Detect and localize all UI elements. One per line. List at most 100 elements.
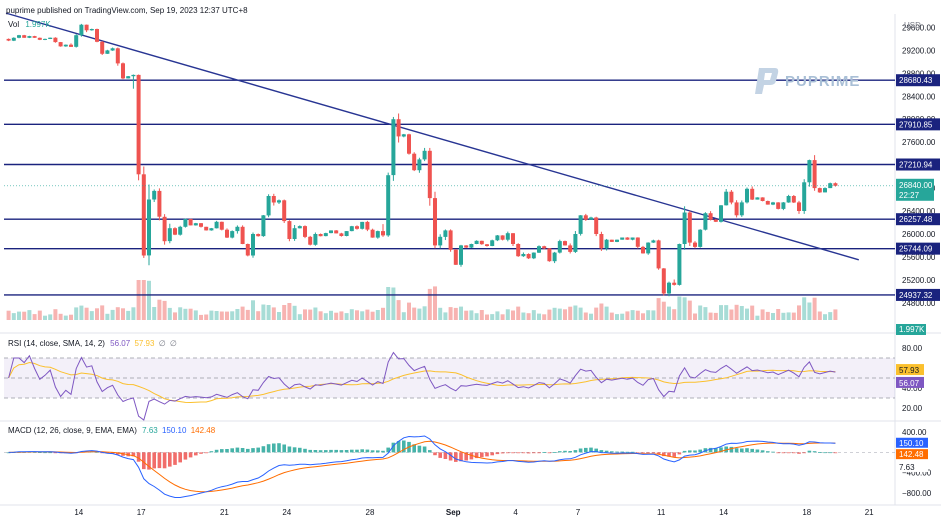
volume-legend: Vol 1.997K bbox=[8, 20, 51, 29]
volume-bar bbox=[121, 308, 125, 320]
candle-body bbox=[261, 215, 266, 237]
candle-body bbox=[599, 234, 604, 249]
volume-bar bbox=[22, 311, 27, 320]
time-tick-label: 17 bbox=[137, 508, 146, 517]
volume-bar bbox=[589, 313, 593, 320]
macd-histogram-bar bbox=[474, 452, 479, 459]
candle-body bbox=[776, 202, 781, 209]
macd-histogram-bar bbox=[433, 452, 437, 456]
candle-body bbox=[479, 240, 484, 245]
candle-body bbox=[531, 252, 536, 259]
candle-body bbox=[547, 248, 552, 262]
macd-histogram-bar bbox=[620, 451, 624, 453]
volume-bar bbox=[739, 306, 744, 320]
macd-histogram-bar bbox=[584, 447, 588, 453]
volume-bar bbox=[724, 305, 729, 320]
macd-histogram-bar bbox=[698, 449, 702, 453]
volume-bar bbox=[173, 312, 177, 320]
rsi-tick-label: 20.00 bbox=[902, 404, 923, 413]
macd-histogram-bar bbox=[542, 452, 546, 453]
price-tick-label: 25200.00 bbox=[902, 276, 936, 285]
level-price-label: 27210.94 bbox=[899, 161, 933, 170]
candle-body bbox=[682, 212, 687, 244]
volume-bar bbox=[698, 305, 703, 320]
volume-bar bbox=[334, 312, 339, 320]
time-tick-label: 14 bbox=[719, 508, 728, 517]
candle-body bbox=[391, 119, 396, 176]
time-tick-label: 14 bbox=[74, 508, 83, 517]
volume-bar bbox=[147, 280, 151, 320]
candle-body bbox=[386, 175, 391, 236]
macd-histogram-bar bbox=[162, 452, 167, 469]
volume-bar bbox=[375, 310, 380, 320]
candle-body bbox=[651, 240, 656, 243]
volume-bar bbox=[495, 311, 500, 320]
candle-body bbox=[147, 199, 151, 256]
macd-histogram-bar bbox=[428, 450, 432, 453]
volume-bar bbox=[297, 314, 302, 320]
macd-histogram-bar bbox=[651, 452, 656, 454]
macd-histogram-bar bbox=[506, 452, 510, 454]
candle-body bbox=[771, 202, 775, 205]
volume-bar bbox=[807, 302, 812, 320]
volume-bar bbox=[53, 309, 58, 320]
volume-bar bbox=[162, 300, 167, 320]
macd-value-tag bbox=[896, 449, 928, 460]
candle-body bbox=[511, 233, 515, 244]
volume-legend-title: Vol bbox=[8, 20, 20, 29]
volume-bar bbox=[401, 312, 406, 320]
candle-body bbox=[745, 188, 749, 203]
candle-body bbox=[563, 241, 567, 246]
candle-body bbox=[214, 221, 219, 229]
volume-bar bbox=[568, 306, 573, 320]
level-price-label: 25744.09 bbox=[899, 245, 933, 254]
rsi-legend-value: 56.07 bbox=[110, 339, 131, 348]
volume-bar bbox=[578, 307, 583, 320]
volume-bar bbox=[407, 302, 411, 320]
macd-value-label: 7.63 bbox=[899, 463, 915, 472]
candle-body bbox=[22, 35, 27, 38]
macd-histogram-bar bbox=[610, 451, 614, 453]
volume-bar bbox=[542, 314, 547, 320]
candle-body bbox=[178, 226, 183, 235]
candle-body bbox=[100, 41, 105, 54]
volume-bar bbox=[443, 312, 448, 320]
candle-body bbox=[188, 218, 193, 226]
macd-histogram-bar bbox=[693, 450, 697, 453]
candle-body bbox=[791, 196, 796, 203]
macd-histogram-bar bbox=[766, 451, 770, 453]
candle-body bbox=[833, 183, 838, 186]
candle-body bbox=[703, 213, 708, 230]
volume-bar bbox=[141, 280, 146, 320]
level-lines: 28680.43 27910.85 27210.94 26257.48 25744.09… bbox=[4, 74, 940, 301]
candle-body bbox=[667, 282, 671, 294]
macd-histogram-bar bbox=[755, 449, 760, 453]
volume-value-label: 1.997K bbox=[899, 325, 925, 334]
volume-bar bbox=[230, 311, 235, 320]
candle-body bbox=[672, 282, 677, 285]
candle-body bbox=[271, 196, 276, 203]
volume-bar bbox=[303, 309, 307, 320]
volume-bar bbox=[433, 286, 437, 320]
volume-value-tag bbox=[896, 324, 926, 335]
volume-bar bbox=[152, 307, 157, 320]
macd-histogram-bar bbox=[500, 452, 505, 454]
macd-histogram-bar bbox=[511, 452, 515, 454]
candle-body bbox=[121, 63, 125, 79]
countdown-label: 22:27 bbox=[899, 191, 920, 200]
volume-bar bbox=[6, 310, 11, 320]
macd-hist-legend-value: 7.63 bbox=[142, 426, 158, 435]
price-tick-label: 26000.00 bbox=[902, 230, 936, 239]
price-tick-label: 29200.00 bbox=[902, 46, 936, 55]
volume-legend-value: 1.997K bbox=[25, 20, 51, 29]
candle-body bbox=[136, 74, 141, 175]
macd-histogram-bar bbox=[48, 452, 52, 454]
macd-histogram-bar bbox=[370, 450, 375, 453]
volume-bar bbox=[219, 311, 224, 320]
macd-histogram-bar bbox=[43, 452, 47, 454]
macd-histogram-bar bbox=[448, 452, 453, 461]
macd-histogram-bar bbox=[402, 440, 406, 453]
candle-body bbox=[807, 160, 812, 183]
